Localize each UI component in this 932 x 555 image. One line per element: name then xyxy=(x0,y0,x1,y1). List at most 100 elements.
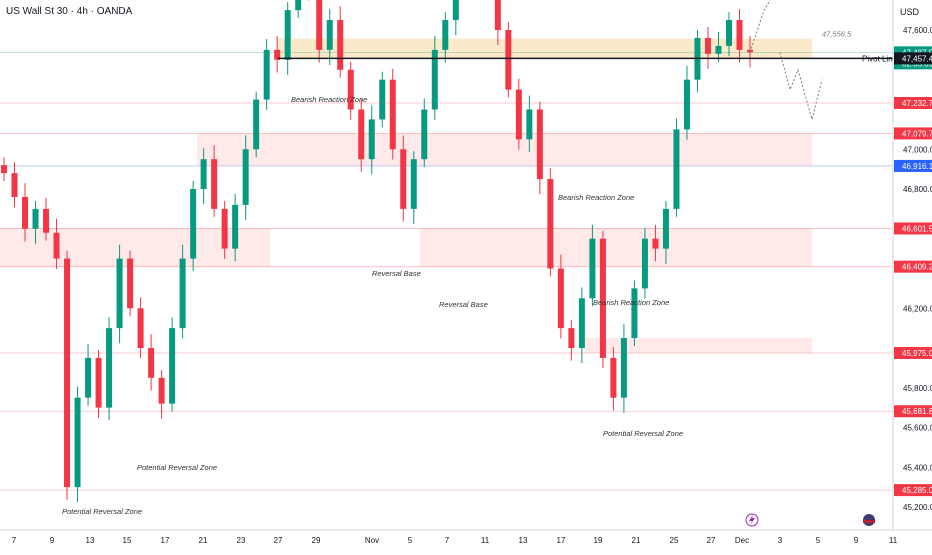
candle-body[interactable] xyxy=(274,49,281,60)
price-tag[interactable] xyxy=(894,159,932,172)
y-tick-label: 46,200.0 xyxy=(903,304,932,313)
price-tag[interactable] xyxy=(894,260,932,273)
candle-body[interactable] xyxy=(253,99,260,150)
candle-body[interactable] xyxy=(400,149,407,209)
x-tick-label: 15 xyxy=(123,536,132,545)
candle-body[interactable] xyxy=(683,79,690,130)
candle-body[interactable] xyxy=(389,79,396,150)
x-tick-label: 13 xyxy=(519,536,528,545)
price-tag[interactable] xyxy=(894,222,932,235)
candle-body[interactable] xyxy=(347,69,354,110)
x-tick-label: Dec xyxy=(735,536,749,545)
candle-body[interactable] xyxy=(148,348,155,378)
candle-body[interactable] xyxy=(494,0,501,30)
candle-body[interactable] xyxy=(410,159,417,209)
x-tick-label: 17 xyxy=(161,536,170,545)
candle-body[interactable] xyxy=(106,328,113,408)
candle-body[interactable] xyxy=(547,179,554,269)
alt-projection-path xyxy=(779,52,823,122)
candle-body[interactable] xyxy=(736,20,743,50)
candle-body[interactable] xyxy=(284,10,291,60)
candle-body[interactable] xyxy=(158,377,165,404)
price-tag[interactable] xyxy=(894,484,932,497)
candle-body[interactable] xyxy=(725,20,732,46)
candle-body[interactable] xyxy=(578,298,585,348)
candle-body[interactable] xyxy=(662,208,669,249)
price-tag[interactable] xyxy=(894,97,932,110)
x-tick-label: 29 xyxy=(312,536,321,545)
x-tick-label: 13 xyxy=(86,536,95,545)
candle-body[interactable] xyxy=(536,109,543,180)
price-tag-label: 45,975.0 xyxy=(902,349,932,358)
target-value-label: 47,556.5 xyxy=(822,30,852,39)
candle-body[interactable] xyxy=(169,328,176,404)
candle-body[interactable] xyxy=(368,119,375,160)
candle-body[interactable] xyxy=(221,208,228,249)
candle-body[interactable] xyxy=(631,288,638,339)
candle-body[interactable] xyxy=(505,30,512,90)
candle-body[interactable] xyxy=(32,208,39,229)
candle-body[interactable] xyxy=(95,357,102,408)
candle-body[interactable] xyxy=(589,238,596,299)
projection-path xyxy=(749,0,771,53)
candle-body[interactable] xyxy=(1,165,7,174)
candle-body[interactable] xyxy=(200,159,207,189)
candle-body[interactable] xyxy=(526,109,533,140)
x-tick-label: 17 xyxy=(557,536,566,545)
candle-body[interactable] xyxy=(211,159,218,209)
candle-body[interactable] xyxy=(431,49,438,110)
candle-body[interactable] xyxy=(641,238,648,289)
price-tag[interactable] xyxy=(894,346,932,359)
x-tick-label: 7 xyxy=(12,536,17,545)
candle-body[interactable] xyxy=(53,232,60,259)
candle-body[interactable] xyxy=(620,338,627,398)
y-tick-label: 45,200.0 xyxy=(903,503,932,512)
candle-body[interactable] xyxy=(242,149,249,205)
candle-body[interactable] xyxy=(43,208,50,233)
candle-body[interactable] xyxy=(85,357,92,398)
annotation-label: Reversal Base xyxy=(439,300,488,309)
candle-body[interactable] xyxy=(190,189,197,259)
symbol-title: US Wall St 30 · 4h · OANDA xyxy=(6,6,133,17)
candle-body[interactable] xyxy=(295,0,302,11)
annotation-label: Bearish Reaction Zone xyxy=(558,193,634,202)
candle-body[interactable] xyxy=(673,129,680,209)
x-tick-label: 9 xyxy=(854,536,859,545)
price-tag[interactable] xyxy=(894,52,932,65)
candle-body[interactable] xyxy=(326,20,333,50)
candle-body[interactable] xyxy=(22,196,29,229)
candle-body[interactable] xyxy=(442,20,449,50)
candle-body[interactable] xyxy=(127,258,134,309)
candle-body[interactable] xyxy=(358,109,365,160)
candle-body[interactable] xyxy=(74,397,81,488)
candle-body[interactable] xyxy=(452,0,459,21)
x-tick-label: 25 xyxy=(670,536,679,545)
candle-body[interactable] xyxy=(137,308,144,348)
candle-body[interactable] xyxy=(557,268,564,329)
candle-body[interactable] xyxy=(116,258,123,329)
candle-body[interactable] xyxy=(263,49,270,100)
candle-body[interactable] xyxy=(379,79,386,120)
candle-body[interactable] xyxy=(232,204,239,249)
candle-body[interactable] xyxy=(316,0,323,50)
candle-body[interactable] xyxy=(652,238,659,249)
candle-body[interactable] xyxy=(11,173,18,197)
price-tag[interactable] xyxy=(894,127,932,140)
candle-body[interactable] xyxy=(64,258,71,488)
candle-body[interactable] xyxy=(179,258,186,329)
price-tag[interactable] xyxy=(894,405,932,418)
candle-body[interactable] xyxy=(704,37,711,54)
y-tick-label: 46,800.0 xyxy=(903,185,932,194)
annotation-label: Reversal Base xyxy=(372,269,421,278)
candle-body[interactable] xyxy=(421,109,428,160)
candle-body[interactable] xyxy=(599,238,606,358)
candle-body[interactable] xyxy=(715,45,722,54)
us-flag-stripe xyxy=(863,520,875,523)
candle-body[interactable] xyxy=(568,328,575,348)
candle-body[interactable] xyxy=(337,20,344,70)
candle-body[interactable] xyxy=(515,89,522,140)
y-tick-label: 47,000.0 xyxy=(903,145,932,154)
candle-body[interactable] xyxy=(610,357,617,398)
